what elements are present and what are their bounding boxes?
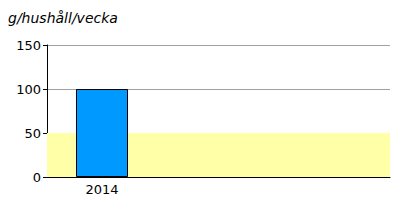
svg-text:0: 0 — [33, 170, 41, 185]
svg-text:150: 150 — [16, 38, 41, 53]
svg-text:g/hushåll/vecka: g/hushåll/vecka — [8, 10, 118, 26]
svg-text:50: 50 — [24, 126, 41, 141]
svg-text:100: 100 — [16, 82, 41, 97]
svg-text:2014: 2014 — [85, 182, 118, 197]
